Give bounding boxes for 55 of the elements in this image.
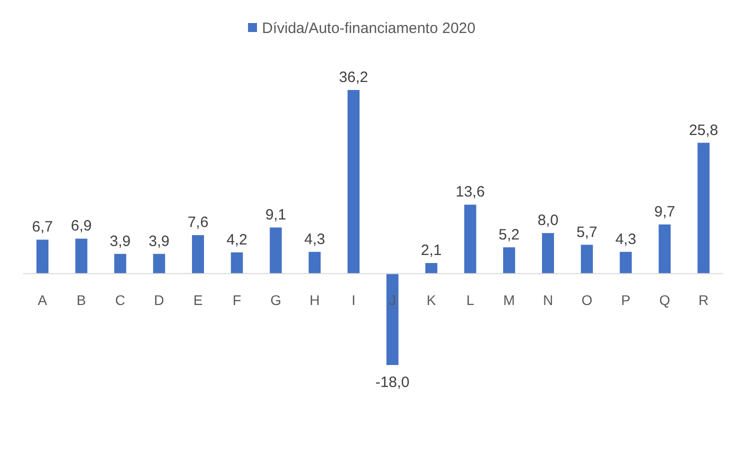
bar	[192, 235, 204, 274]
x-tick-label: A	[38, 292, 48, 308]
bar	[270, 228, 282, 274]
bar	[698, 142, 710, 274]
bar	[386, 274, 398, 365]
x-tick-label: L	[466, 292, 474, 308]
bar	[230, 252, 243, 274]
x-tick-label: E	[193, 292, 203, 308]
data-label: 8,0	[538, 212, 558, 230]
bar	[503, 247, 516, 274]
data-label: 5,2	[498, 226, 520, 244]
x-tick-label: K	[426, 292, 437, 308]
bar	[348, 90, 360, 274]
data-label: 6,7	[32, 218, 53, 236]
bar	[75, 238, 88, 274]
x-tick-label: O	[581, 292, 592, 308]
data-label: 5,7	[576, 224, 598, 241]
data-label: 4,2	[226, 231, 248, 248]
data-label: 9,1	[265, 206, 286, 224]
data-label: 3,9	[110, 232, 131, 250]
bar	[425, 263, 438, 274]
x-tick-label: R	[698, 292, 709, 308]
data-label: -18,0	[375, 374, 410, 391]
data-label: 36,2	[338, 69, 368, 86]
data-label: 4,3	[304, 230, 326, 248]
data-label: 25,8	[688, 122, 718, 139]
bar	[464, 204, 476, 274]
x-tick-label: B	[76, 292, 86, 308]
x-tick-label: F	[232, 292, 242, 308]
legend-label: Dívida/Auto-financiamento 2020	[262, 20, 476, 37]
bar	[114, 254, 126, 274]
bar	[542, 233, 554, 274]
data-label: 9,7	[654, 203, 676, 220]
x-tick-label: M	[503, 292, 515, 308]
bar	[580, 244, 593, 274]
x-tick-label: H	[310, 292, 320, 308]
data-label: 13,6	[456, 184, 485, 201]
bar	[308, 252, 321, 274]
data-label: 7,6	[188, 214, 208, 232]
bar	[620, 252, 632, 274]
x-tick-label: P	[621, 292, 630, 308]
x-tick-label: G	[270, 292, 282, 308]
x-tick-label: I	[352, 292, 356, 308]
data-label: 6,9	[70, 218, 92, 235]
data-label: 2,1	[420, 242, 442, 260]
x-tick-label: N	[542, 292, 554, 308]
x-tick-label: Q	[659, 292, 670, 308]
bar	[153, 254, 166, 274]
data-label: 4,3	[615, 230, 636, 248]
bar	[36, 240, 48, 274]
data-label: 3,9	[148, 232, 170, 250]
x-tick-label: D	[154, 292, 164, 308]
x-tick-label: C	[115, 292, 126, 308]
bar	[658, 224, 671, 274]
x-tick-label: J	[388, 292, 396, 308]
